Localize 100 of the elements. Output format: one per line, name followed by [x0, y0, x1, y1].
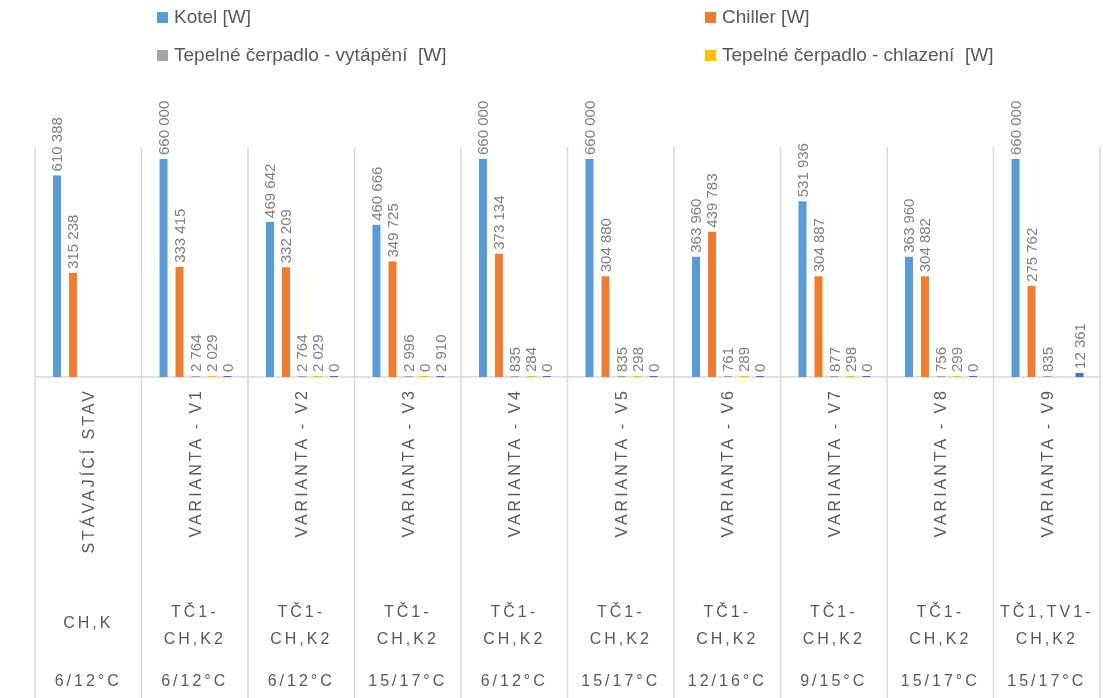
data-label: 0 — [218, 363, 236, 372]
data-label: 275 762 — [1022, 227, 1040, 282]
data-label: 349 725 — [383, 203, 401, 258]
data-label: 835 — [506, 346, 523, 372]
bar — [282, 267, 290, 377]
bar — [601, 276, 610, 377]
data-label: 284 — [522, 346, 539, 372]
bar — [921, 276, 929, 377]
data-label: 0 — [415, 363, 433, 372]
text: 15/17°C — [581, 672, 661, 689]
bar — [814, 276, 823, 377]
x-tick-label: STÁVAJÍCÍ STAV — [79, 388, 98, 554]
data-label: 304 887 — [809, 218, 827, 273]
text: 12/16°C — [687, 672, 767, 689]
text: TČ1-CH,K2 — [909, 602, 972, 647]
text: TČ1-CH,K2 — [696, 602, 759, 647]
data-label: 660 000 — [474, 100, 491, 155]
x-tick-label: VARIANTA - V7 — [825, 388, 843, 538]
text: CH,K — [63, 614, 114, 631]
data-label: 0 — [964, 363, 981, 372]
data-label: 333 415 — [170, 208, 188, 263]
data-label: 835 — [1038, 346, 1056, 372]
data-label: 2 029 — [309, 334, 326, 372]
data-label: 298 — [841, 346, 859, 372]
data-label: 363 960 — [687, 198, 704, 253]
text: TČ1-CH,K2 — [163, 602, 226, 647]
data-label: 660 000 — [1006, 100, 1024, 155]
bar — [69, 272, 77, 377]
text: 6/12°C — [480, 672, 548, 689]
bar — [1011, 159, 1020, 377]
data-label: 531 936 — [793, 143, 811, 198]
text: 6/12°C — [54, 672, 122, 689]
bar — [175, 266, 184, 377]
bar — [585, 159, 594, 377]
data-label: 0 — [325, 363, 342, 372]
bar — [159, 159, 168, 377]
text: 9/15°C — [800, 672, 868, 689]
legend-label: Kotel [W] — [174, 6, 252, 27]
text: TČ1-CH,K2 — [589, 602, 652, 647]
text: TČ1-CH,K2 — [802, 602, 865, 647]
text: 15/17°C — [900, 672, 980, 689]
data-label: 660 000 — [154, 100, 172, 155]
text: 6/12°C — [267, 672, 335, 689]
data-label: 460 666 — [367, 166, 385, 221]
bar — [905, 256, 913, 377]
text: TČ1,TV1-CH,K2 — [1000, 602, 1094, 647]
data-label: 2 764 — [293, 334, 310, 372]
text: TČ1-CH,K2 — [270, 602, 333, 647]
data-label: 0 — [857, 363, 875, 372]
data-label: 0 — [538, 363, 555, 372]
bar — [479, 159, 487, 377]
data-label: 12 361 — [1070, 323, 1088, 369]
data-label: 0 — [644, 363, 662, 372]
data-label: 289 — [735, 346, 752, 372]
data-label: 304 880 — [596, 218, 614, 273]
bar — [1075, 372, 1084, 377]
data-label: 439 783 — [703, 173, 720, 228]
bar — [372, 224, 381, 377]
bar — [798, 201, 807, 377]
data-label: 298 — [628, 346, 646, 372]
data-label: 299 — [948, 346, 965, 372]
bar — [53, 175, 61, 377]
data-label: 2 029 — [202, 334, 220, 372]
data-label: 2 764 — [186, 334, 204, 372]
x-tick-label: VARIANTA - V1 — [186, 388, 204, 538]
bar — [692, 256, 700, 377]
x-tick-label: VARIANTA - V2 — [293, 388, 311, 538]
x-tick-label: VARIANTA - V9 — [1038, 388, 1056, 538]
data-label: 304 882 — [916, 218, 933, 273]
legend-label: Tepelné čerpadlo - chlazení [W] — [722, 44, 994, 65]
data-label: 756 — [932, 346, 949, 372]
bar — [266, 221, 274, 377]
text: 6/12°C — [161, 672, 229, 689]
text: 15/17°C — [368, 672, 448, 689]
data-label: 877 — [825, 346, 843, 372]
x-tick-label: VARIANTA - V8 — [932, 388, 950, 538]
data-label: 835 — [612, 346, 630, 372]
bar — [495, 253, 503, 377]
data-label: 0 — [751, 363, 768, 372]
bar — [1027, 285, 1036, 377]
text: TČ1-CH,K2 — [376, 602, 439, 647]
bar — [388, 261, 397, 377]
data-label: 2 910 — [431, 334, 449, 372]
legend-label: Tepelné čerpadlo - vytápění [W] — [174, 44, 447, 65]
text: 15/17°C — [1007, 672, 1087, 689]
text: TČ1-CH,K2 — [483, 602, 546, 647]
data-label: 469 642 — [261, 163, 278, 218]
data-label: 315 238 — [64, 214, 81, 269]
data-label: 610 388 — [48, 117, 65, 172]
data-label: 761 — [719, 346, 736, 372]
data-label: 660 000 — [580, 100, 598, 155]
legend-label: Chiller [W] — [722, 6, 810, 27]
x-tick-label: VARIANTA - V4 — [506, 388, 524, 538]
data-label: 373 134 — [490, 195, 507, 250]
data-label: 332 209 — [277, 209, 294, 264]
data-label: 363 960 — [900, 198, 917, 253]
x-tick-label: VARIANTA - V5 — [612, 388, 630, 538]
bar — [708, 231, 716, 377]
x-tick-label: VARIANTA - V6 — [719, 388, 737, 538]
data-label: 2 996 — [399, 334, 417, 372]
